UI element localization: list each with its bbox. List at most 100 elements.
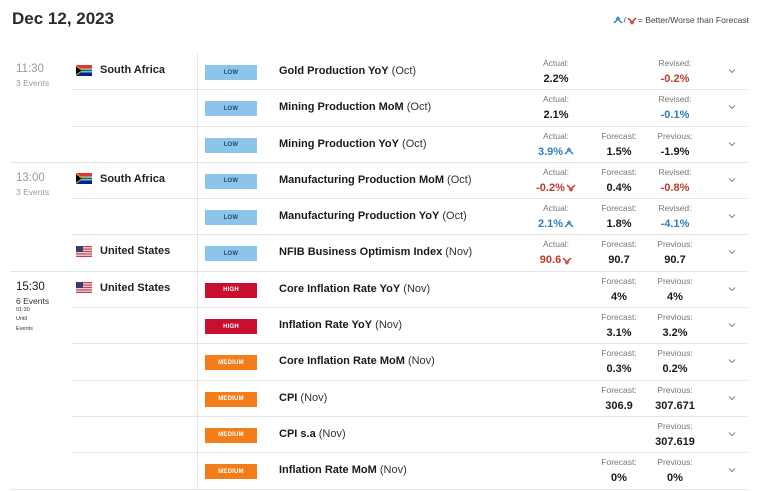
country: South Africa xyxy=(76,173,165,185)
actual-cell: Actual: 2.2% xyxy=(528,58,584,87)
event-row[interactable]: United States LOW NFIB Business Optimism I… xyxy=(10,235,747,272)
impact-badge: LOW xyxy=(205,173,257,189)
forecast-cell: Forecast: 4% xyxy=(591,276,647,305)
chevron-down-icon[interactable] xyxy=(727,393,737,403)
row-divider xyxy=(72,452,747,454)
event-row[interactable]: 11:30 3 Events South Africa LOW Gold Product… xyxy=(10,54,747,91)
actual-value-text: 2.1% xyxy=(543,109,569,122)
forecast-cell: Forecast: 306.9 xyxy=(591,385,647,414)
event-row[interactable]: MEDIUM CPI s.a (Nov) Previous: 307.619 xyxy=(10,416,747,454)
event-name[interactable]: Manufacturing Production YoY (Oct) xyxy=(279,210,467,222)
prev-value-text: 307.619 xyxy=(655,435,695,448)
row-divider xyxy=(72,234,747,236)
actual-value: -0.2% xyxy=(536,181,576,195)
prev-value-text: 4% xyxy=(667,290,683,303)
event-name[interactable]: Core Inflation Rate YoY (Nov) xyxy=(279,283,430,295)
impact-badge: LOW xyxy=(205,101,257,117)
chevron-down-icon[interactable] xyxy=(727,356,737,366)
impact-badge: MEDIUM xyxy=(205,464,257,480)
event-name[interactable]: Mining Production MoM (Oct) xyxy=(279,101,431,113)
forecast-value-text: 1.5% xyxy=(606,145,632,158)
forecast-cell: Forecast: 0.3% xyxy=(591,348,647,377)
event-name[interactable]: Manufacturing Production MoM (Oct) xyxy=(279,174,472,186)
event-name[interactable]: Core Inflation Rate MoM (Nov) xyxy=(279,355,435,367)
event-name[interactable]: CPI s.a (Nov) xyxy=(279,428,346,440)
prev-value: 307.671 xyxy=(655,399,695,413)
prev-cell: Previous: 4% xyxy=(647,276,703,305)
event-period: (Oct) xyxy=(406,101,432,114)
forecast-label: Forecast: xyxy=(601,348,637,359)
prev-value-text: -1.9% xyxy=(660,145,690,158)
prev-cell: Previous: 307.671 xyxy=(647,385,703,414)
forecast-value-text: 3.1% xyxy=(606,327,632,340)
event-title: Core Inflation Rate YoY xyxy=(279,282,401,295)
column-divider xyxy=(197,199,198,236)
forecast-label: Forecast: xyxy=(601,312,637,323)
prev-value-text: 0% xyxy=(667,472,683,485)
forecast-value: 306.9 xyxy=(605,399,633,413)
column-divider xyxy=(197,344,198,381)
prev-value: 307.619 xyxy=(655,435,695,449)
prev-label: Previous: xyxy=(657,239,693,250)
actual-value: 2.1% xyxy=(543,108,568,122)
event-title: Mining Production YoY xyxy=(279,137,399,150)
event-row[interactable]: MEDIUM CPI (Nov) Forecast: 306.9 Previous: 30… xyxy=(10,380,747,417)
chevron-down-icon[interactable] xyxy=(727,175,737,185)
forecast-label: Forecast: xyxy=(601,457,637,468)
prev-value-text: -0.1% xyxy=(660,109,690,122)
prev-label: Previous: xyxy=(657,457,693,468)
column-divider xyxy=(197,453,198,490)
event-time: 15:30 xyxy=(16,280,45,293)
chevron-down-icon[interactable] xyxy=(727,465,737,475)
south-africa-flag-icon xyxy=(76,64,92,76)
chevron-down-icon[interactable] xyxy=(727,211,737,221)
forecast-value: 0% xyxy=(611,471,627,485)
event-row[interactable]: 15:30 6 Events 01:30 Until Events United Stat… xyxy=(10,271,747,332)
prev-value-text: -0.2% xyxy=(660,73,690,85)
country: United States xyxy=(76,245,170,257)
chevron-down-icon[interactable] xyxy=(727,66,737,76)
event-period: (Nov) xyxy=(407,355,435,368)
chevron-down-icon[interactable] xyxy=(727,320,737,330)
chevron-down-icon[interactable] xyxy=(727,284,737,294)
event-name[interactable]: Inflation Rate YoY (Nov) xyxy=(279,319,402,331)
impact-badge: MEDIUM xyxy=(205,427,257,443)
actual-value-text: 3.9% xyxy=(537,145,564,158)
actual-cell: Actual: 2.1% xyxy=(528,203,584,232)
event-name[interactable]: CPI (Nov) xyxy=(279,392,327,404)
forecast-value-text: 0.4% xyxy=(606,181,632,194)
event-row[interactable]: LOW Manufacturing Production YoY (Oct) Act… xyxy=(10,199,747,236)
forecast-value: 1.8% xyxy=(606,217,631,231)
chevron-down-icon[interactable] xyxy=(727,102,737,112)
column-divider xyxy=(197,416,198,454)
event-row[interactable]: HIGH Inflation Rate YoY (Nov) Forecast: 3.1… xyxy=(10,308,747,345)
event-row[interactable]: LOW Mining Production MoM (Oct) Actual: 2.1… xyxy=(10,90,747,127)
event-name[interactable]: Inflation Rate MoM (Nov) xyxy=(279,464,407,476)
event-row[interactable]: MEDIUM Inflation Rate MoM (Nov) Forecast: 0… xyxy=(10,453,747,490)
chevron-down-icon[interactable] xyxy=(727,139,737,149)
actual-value: 2.1% xyxy=(538,217,574,231)
prev-value: -0.1% xyxy=(661,108,690,122)
countdown-until: 01:30 Until Events xyxy=(16,306,33,332)
chevron-down-icon[interactable] xyxy=(727,247,737,257)
country: South Africa xyxy=(76,64,165,76)
event-name[interactable]: Gold Production YoY (Oct) xyxy=(279,65,416,77)
event-name[interactable]: Mining Production YoY (Oct) xyxy=(279,138,427,150)
actual-cell: Actual: 90.6 xyxy=(528,239,584,268)
column-divider xyxy=(197,308,198,345)
forecast-label: Forecast: xyxy=(601,384,637,395)
date-title: Dec 12, 2023 xyxy=(12,9,115,28)
prev-label: Previous: xyxy=(657,420,693,431)
forecast-cell: Forecast: 0% xyxy=(591,457,647,486)
forecast-cell: Forecast: 1.5% xyxy=(591,131,647,160)
actual-label: Actual: xyxy=(543,58,569,68)
forecast-value: 0.4% xyxy=(606,181,631,195)
event-row[interactable]: 13:00 3 Events South Africa LOW Manufacturin… xyxy=(10,162,747,200)
event-row[interactable]: LOW Mining Production YoY (Oct) Actual: 3.9… xyxy=(10,126,747,163)
chevron-down-icon[interactable] xyxy=(727,429,737,439)
event-name[interactable]: NFIB Business Optimism Index (Nov) xyxy=(279,246,472,258)
events-count: 3 Events xyxy=(16,186,50,197)
event-period: (Oct) xyxy=(442,210,467,223)
prev-value: -0.2% xyxy=(661,72,690,86)
event-row[interactable]: MEDIUM Core Inflation Rate MoM (Nov) Forec… xyxy=(10,344,747,381)
